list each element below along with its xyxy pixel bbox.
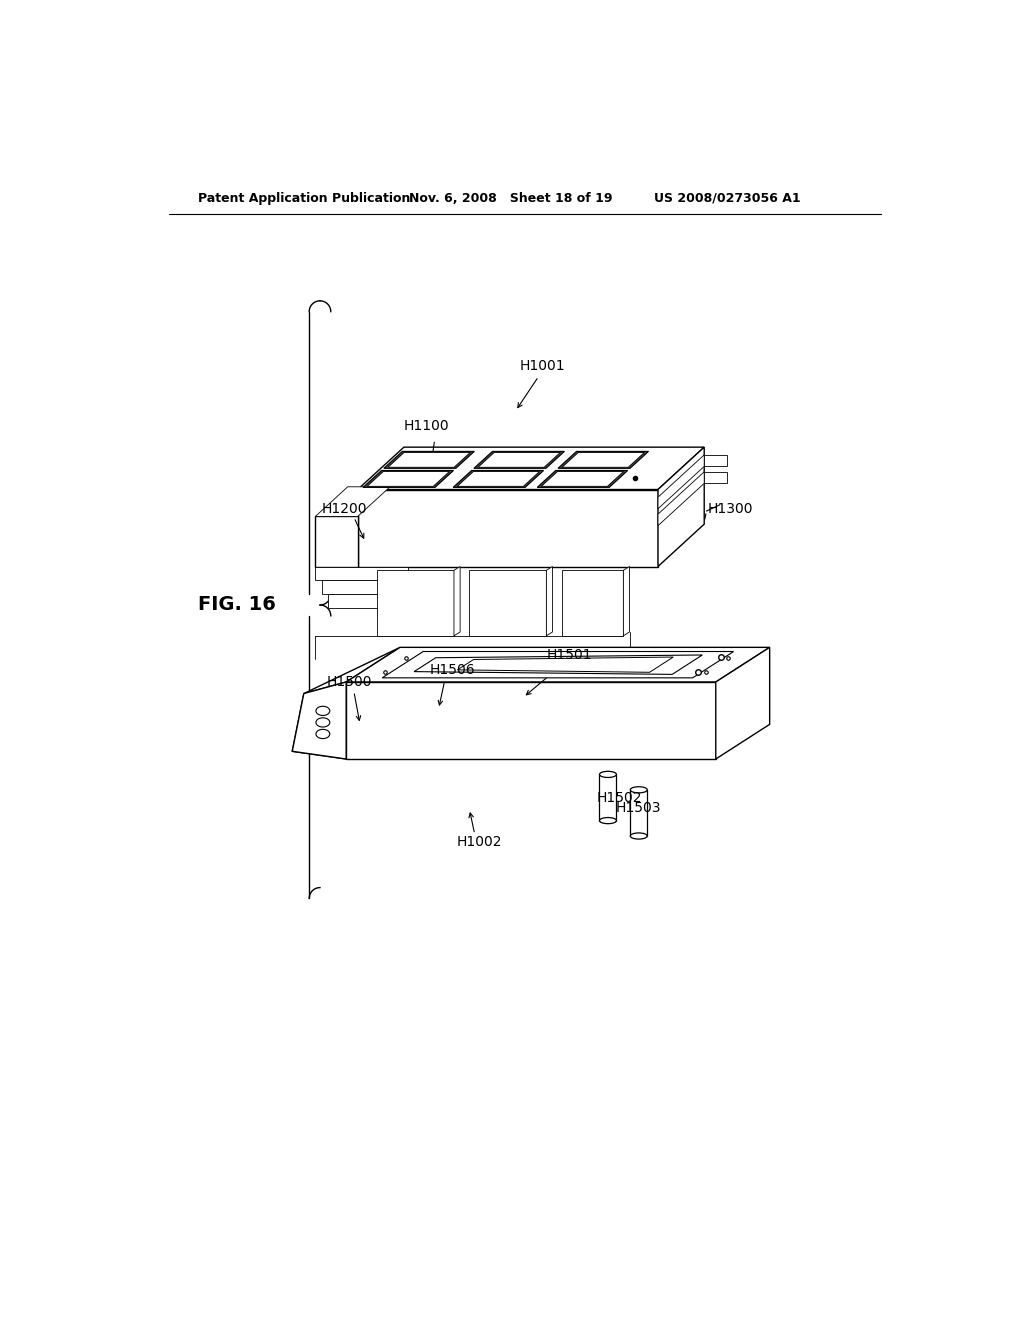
Text: FIG. 16: FIG. 16	[199, 595, 276, 615]
Text: Patent Application Publication: Patent Application Publication	[199, 191, 411, 205]
Polygon shape	[346, 647, 770, 682]
Polygon shape	[304, 647, 400, 693]
Text: H1506: H1506	[429, 664, 475, 677]
Text: H1300: H1300	[708, 502, 754, 516]
Polygon shape	[382, 652, 733, 678]
Text: Nov. 6, 2008   Sheet 18 of 19: Nov. 6, 2008 Sheet 18 of 19	[410, 191, 612, 205]
Ellipse shape	[316, 718, 330, 727]
Polygon shape	[315, 566, 408, 581]
Polygon shape	[469, 570, 547, 636]
Ellipse shape	[599, 817, 616, 824]
Polygon shape	[631, 789, 647, 836]
Text: H1001: H1001	[519, 359, 565, 374]
Text: H1100: H1100	[403, 420, 450, 433]
Text: H1502: H1502	[596, 791, 642, 804]
Ellipse shape	[316, 730, 330, 739]
Text: H1500: H1500	[327, 675, 373, 689]
Polygon shape	[364, 470, 454, 487]
Ellipse shape	[631, 833, 647, 840]
Polygon shape	[624, 566, 630, 636]
Polygon shape	[658, 471, 705, 525]
Text: H1200: H1200	[322, 502, 367, 516]
Polygon shape	[716, 647, 770, 759]
Polygon shape	[454, 566, 460, 636]
Polygon shape	[384, 451, 474, 469]
Text: US 2008/0273056 A1: US 2008/0273056 A1	[654, 191, 801, 205]
Polygon shape	[478, 453, 560, 467]
Polygon shape	[357, 490, 658, 566]
Polygon shape	[547, 566, 553, 636]
Polygon shape	[558, 451, 648, 469]
Polygon shape	[458, 657, 673, 672]
Polygon shape	[474, 451, 564, 469]
Polygon shape	[414, 655, 702, 675]
Polygon shape	[658, 455, 705, 508]
Polygon shape	[658, 447, 705, 566]
Polygon shape	[562, 570, 624, 636]
Polygon shape	[315, 516, 357, 566]
Polygon shape	[328, 594, 395, 609]
Polygon shape	[357, 447, 705, 490]
Ellipse shape	[316, 706, 330, 715]
Polygon shape	[388, 453, 470, 467]
Ellipse shape	[599, 771, 616, 777]
Polygon shape	[599, 775, 616, 821]
Polygon shape	[705, 455, 727, 466]
Polygon shape	[292, 682, 346, 759]
Polygon shape	[542, 471, 624, 486]
Polygon shape	[562, 453, 644, 467]
Polygon shape	[322, 581, 401, 594]
Text: H1503: H1503	[615, 800, 662, 814]
Polygon shape	[458, 471, 540, 486]
Polygon shape	[346, 682, 716, 759]
Polygon shape	[368, 471, 450, 486]
Polygon shape	[538, 470, 628, 487]
Polygon shape	[377, 570, 454, 636]
Polygon shape	[315, 487, 390, 516]
Text: H1501: H1501	[547, 648, 592, 663]
Text: H1002: H1002	[457, 836, 502, 849]
Ellipse shape	[631, 787, 647, 793]
Polygon shape	[705, 471, 727, 483]
Polygon shape	[453, 470, 544, 487]
